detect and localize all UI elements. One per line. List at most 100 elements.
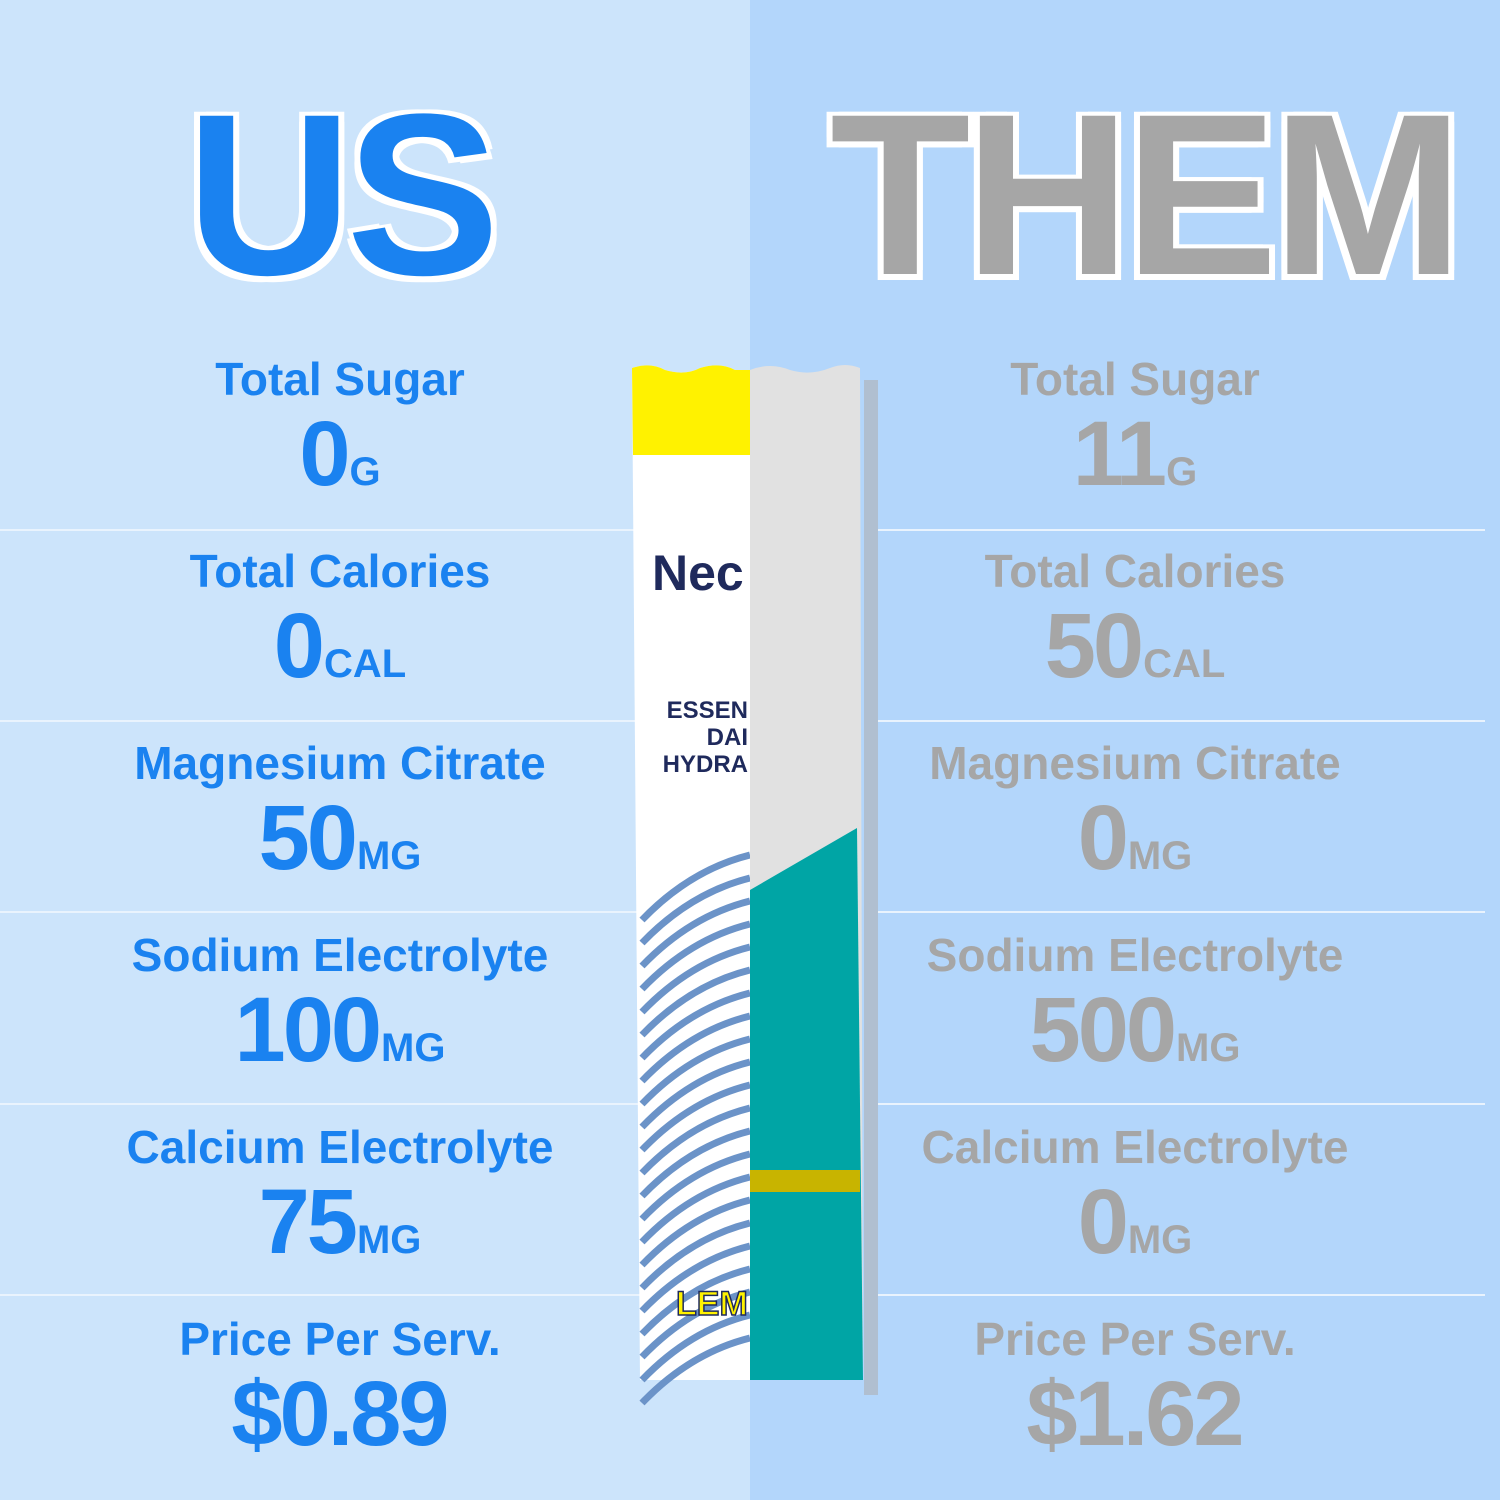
metric-value-group: 0MG — [830, 1172, 1440, 1290]
metric-label: Total Calories — [984, 545, 1286, 597]
metric-label: Price Per Serv. — [974, 1313, 1296, 1365]
metric-label: Magnesium Citrate — [134, 737, 546, 789]
metric-value-group: $0.89 — [0, 1364, 680, 1482]
comparison-row: Calcium Electrolyte 0MG — [830, 1108, 1440, 1300]
metric-value: $1.62 — [1026, 1363, 1244, 1465]
metric-value-group: $1.62 — [830, 1364, 1440, 1482]
wave-line — [639, 1081, 751, 1153]
metric-unit: MG — [356, 1218, 422, 1262]
wave-line — [639, 966, 751, 1038]
metric-unit: CAL — [1143, 642, 1226, 686]
metric-label: Calcium Electrolyte — [921, 1121, 1349, 1173]
comparison-row: Total Calories 50CAL — [830, 532, 1440, 724]
us-column: Total Sugar 0G Total Calories 0CAL Magnesium… — [0, 340, 680, 1492]
divider — [870, 529, 1485, 531]
metric-label: Calcium Electrolyte — [126, 1121, 554, 1173]
metric-value: 11 — [1072, 403, 1167, 505]
metric-value-group: 0G — [0, 404, 680, 522]
divider — [870, 1294, 1485, 1296]
metric-label: Price Per Serv. — [179, 1313, 501, 1365]
wave-line — [639, 1219, 751, 1291]
comparison-row: Total Calories 0CAL — [0, 532, 680, 724]
metric-value-group: 0CAL — [0, 596, 680, 714]
metric-unit: G — [349, 450, 381, 494]
packet-teal-panel — [750, 828, 863, 1380]
metric-label: Sodium Electrolyte — [926, 929, 1344, 981]
metric-value-group: 50MG — [0, 788, 680, 906]
wave-line — [639, 1196, 751, 1268]
wave-line — [639, 1334, 751, 1406]
comparison-row: Price Per Serv. $0.89 — [0, 1300, 680, 1492]
metric-value: 50 — [1044, 595, 1144, 697]
comparison-row: Sodium Electrolyte 100MG — [0, 916, 680, 1108]
metric-unit: MG — [381, 1026, 446, 1070]
divider — [870, 1103, 1485, 1105]
wave-pattern — [639, 851, 751, 1406]
metric-value: 0 — [299, 403, 350, 505]
wave-line — [639, 1127, 751, 1199]
metric-label: Sodium Electrolyte — [131, 929, 549, 981]
wave-line — [639, 1311, 751, 1383]
packet-stripe — [750, 1170, 860, 1192]
packet-shadow — [864, 380, 878, 1395]
metric-unit: MG — [356, 834, 422, 878]
metric-value-group: 11G — [830, 404, 1440, 522]
wave-line — [639, 874, 751, 946]
comparison-row: Magnesium Citrate 50MG — [0, 724, 680, 916]
divider — [870, 720, 1485, 722]
metric-unit: G — [1166, 450, 1198, 494]
wave-line — [639, 1150, 751, 1222]
wave-line — [639, 1058, 751, 1130]
metric-label: Total Calories — [189, 545, 491, 597]
metric-value-group: 75MG — [0, 1172, 680, 1290]
wave-line — [639, 1035, 751, 1107]
metric-label: Total Sugar — [1010, 353, 1260, 405]
metric-value-group: 0MG — [830, 788, 1440, 906]
metric-value: 0 — [1077, 787, 1129, 889]
packet-front — [632, 365, 750, 1380]
packet-brand: Nec — [652, 545, 744, 601]
wave-line — [639, 1288, 751, 1360]
metric-unit: MG — [1127, 834, 1193, 878]
divider — [0, 911, 640, 913]
wave-line — [639, 851, 751, 923]
comparison-row: Calcium Electrolyte 75MG — [0, 1108, 680, 1300]
wave-line — [639, 1104, 751, 1176]
them-column: Total Sugar 11G Total Calories 50CAL Magnesi… — [830, 340, 1440, 1492]
packet-flavor: LEM — [676, 1285, 748, 1323]
wave-line — [639, 1265, 751, 1337]
us-background — [0, 0, 750, 1500]
comparison-row: Total Sugar 11G — [830, 340, 1440, 532]
metric-value-group: 500MG — [830, 980, 1440, 1098]
metric-unit: MG — [1176, 1026, 1241, 1070]
metric-unit: CAL — [323, 642, 407, 686]
divider — [870, 911, 1485, 913]
wave-line — [639, 1012, 751, 1084]
wave-line — [639, 989, 751, 1061]
divider — [0, 720, 640, 722]
metric-value: 75 — [258, 1171, 358, 1273]
comparison-row: Price Per Serv. $1.62 — [830, 1300, 1440, 1492]
metric-value: $0.89 — [231, 1363, 449, 1465]
wave-line — [639, 1173, 751, 1245]
metric-value-group: 100MG — [0, 980, 680, 1098]
metric-value: 50 — [258, 787, 358, 889]
them-heading: THEM — [830, 66, 1464, 323]
wave-line — [639, 920, 751, 992]
comparison-row: Magnesium Citrate 0MG — [830, 724, 1440, 916]
comparison-row: Sodium Electrolyte 500MG — [830, 916, 1440, 1108]
packet-yellow-top — [632, 365, 750, 455]
metric-value: 100 — [234, 979, 382, 1081]
metric-value: 500 — [1029, 979, 1177, 1081]
us-heading: US — [186, 66, 500, 323]
packet-tagline: ESSEN — [667, 697, 748, 724]
metric-value-group: 50CAL — [830, 596, 1440, 714]
divider — [0, 529, 640, 531]
metric-label: Total Sugar — [215, 353, 465, 405]
wave-line — [639, 897, 751, 969]
wave-line — [639, 943, 751, 1015]
packet-tagline: DAI — [707, 724, 748, 751]
comparison-row: Total Sugar 0G — [0, 340, 680, 532]
packet-tagline: HYDRA — [663, 751, 748, 778]
metric-unit: MG — [1127, 1218, 1193, 1262]
